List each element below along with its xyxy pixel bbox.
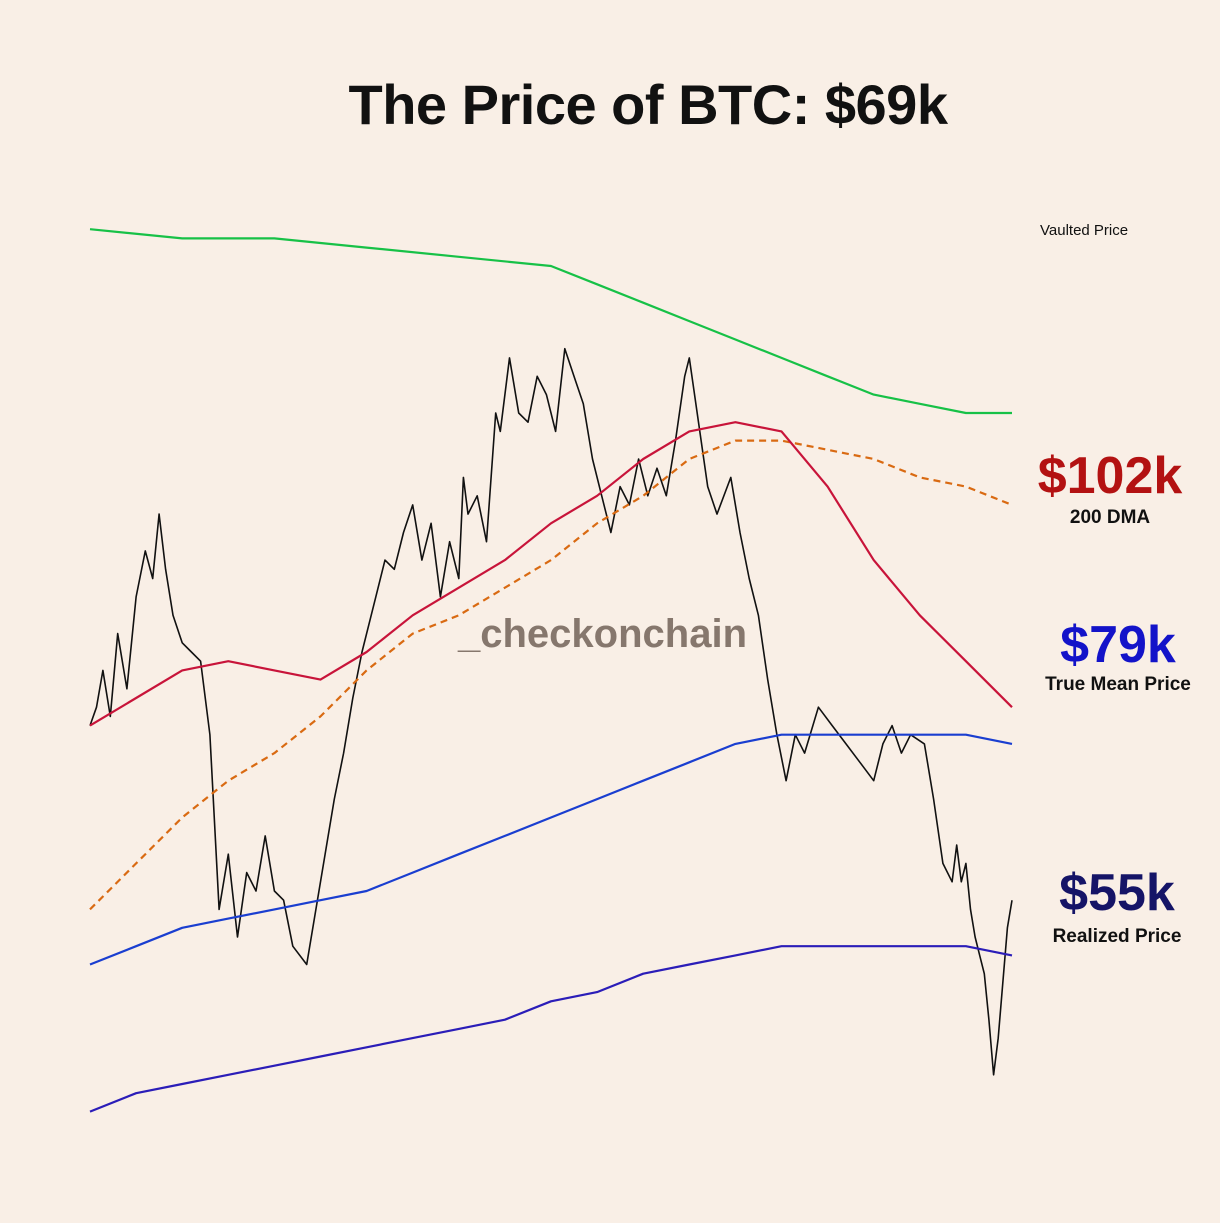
vaulted-price-label: Vaulted Price	[1040, 222, 1129, 239]
true-mean-name-label: True Mean Price	[1045, 674, 1191, 695]
series-line-price	[89, 347, 1013, 1076]
series-line-true_mean	[89, 733, 1013, 966]
dma-name-label: 200 DMA	[1069, 507, 1151, 528]
dma-value-label: $102k	[1037, 447, 1183, 505]
series-line-vaulted	[89, 228, 1012, 415]
series-line-short_term	[89, 421, 1013, 727]
series-line-dma	[89, 439, 1013, 911]
chart-title: The Price of BTC: $69k	[348, 73, 948, 136]
realized-value-label: $55k	[1059, 864, 1175, 922]
series-line-realized	[89, 945, 1013, 1113]
watermark-text: _checkonchain	[458, 612, 748, 656]
true-mean-value-label: $79k	[1060, 616, 1176, 674]
realized-name-label: Realized Price	[1052, 926, 1182, 947]
